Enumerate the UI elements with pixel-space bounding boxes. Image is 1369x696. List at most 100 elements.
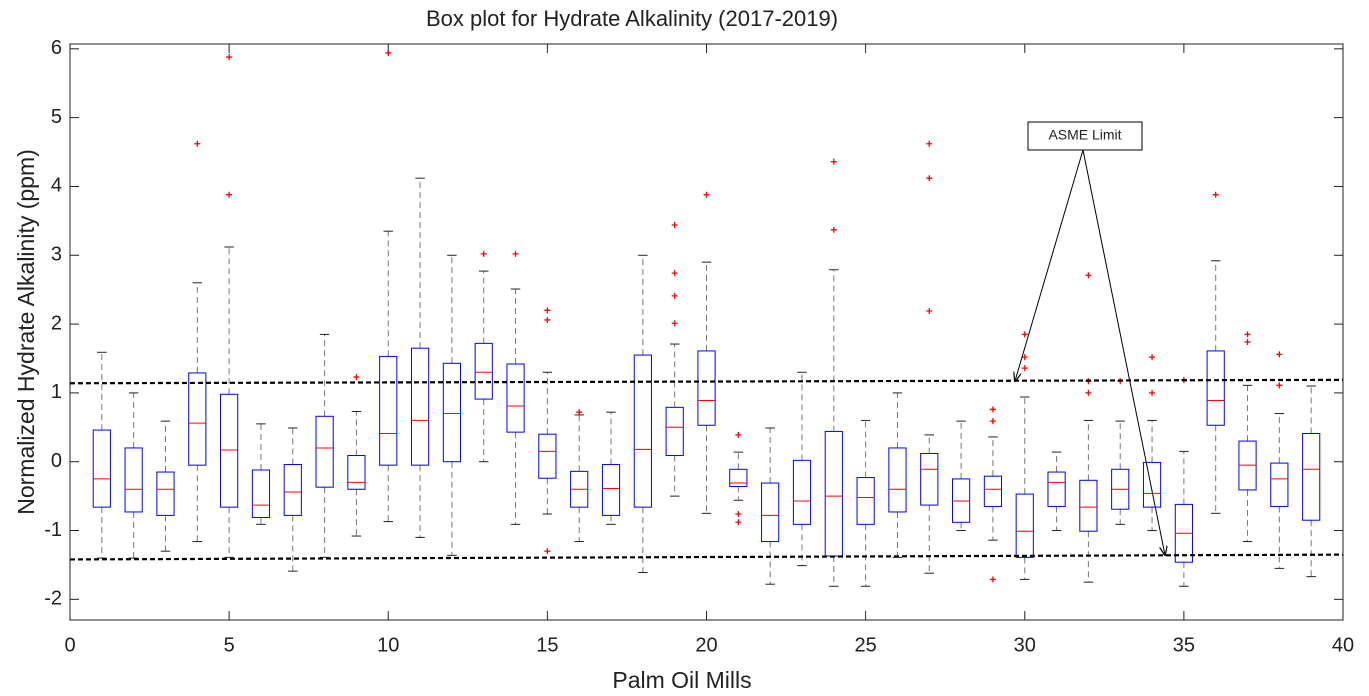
y-tick-label: 2 bbox=[51, 312, 62, 334]
box bbox=[888, 447, 907, 513]
y-tick-label: -2 bbox=[44, 588, 62, 610]
outlier bbox=[926, 140, 933, 147]
outlier bbox=[1021, 354, 1028, 361]
y-tick-label: 0 bbox=[51, 450, 62, 472]
outlier bbox=[671, 221, 678, 228]
box bbox=[220, 393, 239, 508]
outlier bbox=[544, 316, 551, 323]
box bbox=[315, 415, 334, 488]
box bbox=[1270, 462, 1289, 507]
box bbox=[665, 406, 684, 457]
annotation: ASME Limit bbox=[1048, 127, 1121, 143]
outlier bbox=[512, 250, 519, 257]
axes-frame bbox=[69, 43, 1344, 621]
outlier bbox=[830, 158, 837, 165]
y-tick-label: 4 bbox=[51, 175, 62, 197]
y-tick-label: 1 bbox=[51, 381, 62, 403]
box bbox=[1047, 471, 1066, 507]
outlier bbox=[544, 548, 551, 555]
outlier bbox=[735, 519, 742, 526]
box bbox=[156, 471, 175, 516]
outlier bbox=[544, 307, 551, 314]
annotation-arrow bbox=[1015, 149, 1084, 381]
annotation-box bbox=[1027, 121, 1143, 151]
outlier bbox=[1149, 354, 1156, 361]
box bbox=[1302, 433, 1321, 521]
outlier bbox=[1021, 331, 1028, 338]
box bbox=[983, 475, 1003, 507]
y-tick-label: 6 bbox=[51, 37, 62, 59]
x-axis-label: Palm Oil Mills bbox=[612, 667, 751, 693]
x-tick-label: 10 bbox=[377, 634, 399, 656]
x-tick-label: 15 bbox=[536, 634, 558, 656]
outlier bbox=[1244, 331, 1251, 338]
box bbox=[251, 469, 271, 518]
outlier bbox=[703, 191, 710, 198]
outlier bbox=[735, 431, 742, 438]
outlier bbox=[1085, 389, 1092, 396]
box bbox=[1079, 479, 1098, 532]
box bbox=[601, 463, 621, 516]
box bbox=[792, 459, 812, 525]
box bbox=[347, 455, 366, 490]
x-tick-label: 35 bbox=[1173, 634, 1195, 656]
outlier bbox=[1212, 191, 1219, 198]
y-axis-label: Normalized Hydrate Alkalinity (ppm) bbox=[13, 149, 39, 515]
x-tick-label: 40 bbox=[1332, 634, 1354, 656]
outlier bbox=[989, 576, 996, 583]
y-tick-label: -1 bbox=[44, 519, 62, 541]
box bbox=[1015, 493, 1034, 558]
box bbox=[697, 350, 716, 426]
box bbox=[188, 372, 207, 466]
box bbox=[124, 447, 143, 513]
annotation-arrow bbox=[1082, 149, 1165, 555]
outlier bbox=[353, 374, 360, 381]
reference-line bbox=[69, 553, 1344, 561]
outlier bbox=[989, 418, 996, 425]
box bbox=[442, 362, 461, 463]
outlier bbox=[1149, 389, 1156, 396]
outlier bbox=[1276, 382, 1283, 389]
outlier bbox=[735, 511, 742, 518]
box bbox=[1142, 461, 1162, 508]
outlier bbox=[1021, 365, 1028, 372]
outlier bbox=[226, 54, 233, 61]
outlier bbox=[989, 406, 996, 413]
box bbox=[729, 468, 748, 487]
outlier bbox=[226, 191, 233, 198]
outlier bbox=[830, 226, 837, 233]
box bbox=[1206, 350, 1225, 426]
y-tick-label: 3 bbox=[51, 244, 62, 266]
outlier bbox=[194, 140, 201, 147]
x-tick-label: 30 bbox=[1014, 634, 1036, 656]
box bbox=[506, 363, 525, 433]
outlier bbox=[1244, 338, 1251, 345]
y-tick-label: 5 bbox=[51, 106, 62, 128]
box bbox=[633, 354, 652, 508]
box bbox=[92, 429, 111, 508]
box bbox=[410, 347, 430, 466]
outlier bbox=[480, 250, 487, 257]
outlier bbox=[385, 49, 392, 56]
box bbox=[283, 463, 302, 516]
box bbox=[474, 342, 493, 400]
outlier bbox=[926, 308, 933, 315]
outlier bbox=[1276, 351, 1283, 358]
box bbox=[761, 482, 780, 543]
reference-line bbox=[69, 378, 1344, 385]
outlier bbox=[671, 320, 678, 327]
x-tick-label: 5 bbox=[224, 634, 235, 656]
outlier bbox=[1085, 272, 1092, 279]
chart-title: Box plot for Hydrate Alkalinity (2017-20… bbox=[426, 6, 838, 31]
outlier bbox=[926, 175, 933, 182]
x-tick-label: 25 bbox=[855, 634, 877, 656]
box bbox=[538, 433, 557, 479]
box bbox=[379, 355, 398, 466]
box bbox=[920, 452, 939, 506]
x-tick-label: 0 bbox=[64, 634, 75, 656]
outlier bbox=[576, 409, 583, 416]
outlier bbox=[671, 292, 678, 299]
box bbox=[856, 477, 875, 525]
